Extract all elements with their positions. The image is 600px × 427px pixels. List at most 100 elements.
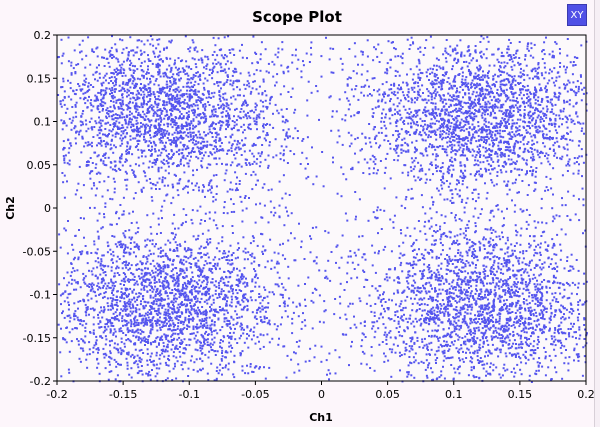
scatter-point (131, 278, 134, 281)
scatter-point (99, 119, 102, 122)
scatter-point (445, 51, 448, 54)
scatter-point (122, 232, 125, 235)
scatter-point (285, 119, 288, 122)
scatter-point (462, 96, 464, 99)
scatter-point (480, 136, 483, 138)
scatter-point (562, 134, 565, 137)
scatter-point (180, 131, 182, 134)
scatter-point (186, 95, 189, 98)
scatter-point (170, 93, 173, 96)
scatter-point (195, 116, 198, 119)
scatter-point (150, 92, 153, 95)
scatter-point (457, 252, 459, 254)
scatter-point (184, 157, 187, 160)
scatter-point (120, 127, 123, 129)
scatter-point (408, 48, 411, 50)
scatter-point (142, 103, 145, 106)
scatter-point (372, 112, 375, 115)
scatter-point (199, 100, 202, 102)
scatter-point (140, 133, 143, 136)
scatter-point (140, 61, 143, 64)
scatter-point (547, 160, 550, 163)
scatter-point (165, 75, 168, 78)
scatter-point (446, 125, 449, 128)
scatter-point (192, 151, 195, 153)
scatter-point (197, 58, 200, 61)
scatter-point (457, 99, 460, 102)
scatter-point (243, 83, 246, 86)
scatter-point (396, 91, 399, 94)
scatter-point (534, 102, 537, 105)
scatter-point (191, 78, 194, 81)
scatter-point (491, 137, 494, 139)
scatter-point (242, 103, 244, 106)
scatter-point (168, 76, 171, 79)
scatter-point (152, 114, 155, 117)
scatter-point (227, 107, 230, 110)
scatter-point (540, 100, 543, 103)
scatter-point (185, 65, 188, 68)
scatter-point (122, 48, 125, 51)
scatter-point (449, 54, 452, 57)
scatter-point (310, 46, 312, 49)
scatter-point (176, 165, 178, 168)
scatter-point (124, 136, 127, 139)
scatter-point (203, 140, 206, 143)
scatter-point (210, 191, 213, 194)
scatter-point (236, 317, 239, 319)
scatter-point (147, 83, 150, 86)
scatter-point (442, 177, 445, 180)
scatter-point (508, 188, 511, 191)
scatter-point (300, 76, 303, 79)
scatter-point (478, 87, 481, 90)
scatter-point (374, 136, 377, 139)
scatter-point (85, 54, 88, 57)
scatter-point (170, 114, 173, 116)
scatter-point (107, 305, 110, 308)
scatter-point (177, 74, 180, 77)
scatter-point (262, 105, 265, 108)
scatter-point (115, 57, 118, 60)
scatter-point (99, 92, 102, 94)
scatter-point (98, 132, 101, 135)
scatter-point (506, 193, 509, 196)
scatter-point (241, 43, 243, 46)
scatter-point (501, 83, 504, 86)
scatter-point (110, 95, 113, 98)
scatter-point (169, 85, 172, 88)
scatter-point (165, 141, 167, 144)
scatter-point (502, 141, 505, 144)
scatter-point (461, 106, 464, 108)
scatter-point (79, 286, 82, 289)
scatter-point (193, 126, 196, 129)
scatter-point (158, 367, 161, 370)
scatter-point (169, 70, 172, 73)
scatter-point (486, 113, 489, 116)
scatter-point (467, 122, 470, 125)
scatter-point (447, 77, 450, 80)
scatter-point (215, 136, 218, 139)
scatter-point (211, 77, 214, 80)
scatter-point (97, 154, 100, 157)
scatter-point (223, 179, 226, 182)
scatter-point (478, 64, 481, 67)
scatter-point (331, 115, 334, 118)
scatter-point (214, 108, 217, 111)
scatter-point (427, 94, 430, 97)
scatter-point (135, 243, 138, 246)
scatter-point (207, 189, 210, 192)
scatter-point (497, 208, 500, 211)
scatter-point (274, 84, 276, 87)
scatter-point (241, 139, 243, 142)
scatter-point (428, 130, 431, 133)
scatter-point (474, 173, 477, 175)
scatter-point (61, 54, 64, 57)
scatter-point (217, 133, 220, 136)
scatter-point (250, 255, 253, 258)
scatter-point (163, 133, 166, 136)
scatter-point (94, 99, 97, 102)
scatter-point (449, 45, 452, 48)
scatter-point (219, 120, 222, 123)
scatter-point (455, 124, 458, 127)
scatter-point (190, 138, 193, 141)
